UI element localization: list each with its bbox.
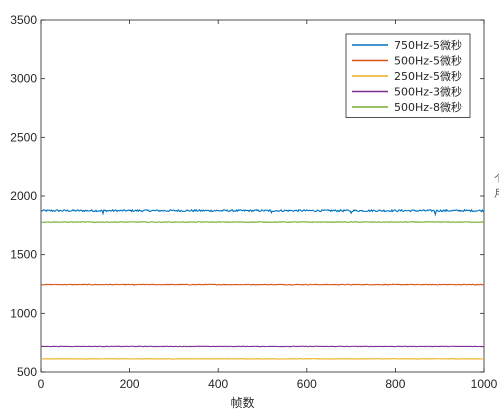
y-tick-label-5: 3000	[10, 72, 37, 86]
x-axis-label: 帧数	[230, 395, 254, 410]
legend-label-2: 250Hz-5微秒	[394, 69, 462, 83]
x-tick-label-2: 400	[208, 377, 228, 391]
legend-label-1: 500Hz-5微秒	[394, 54, 462, 68]
y-tick-label-0: 500	[17, 365, 37, 379]
x-tick-label-5: 1000	[471, 377, 498, 391]
legend-label-4: 500Hz-8微秒	[394, 100, 462, 114]
legend-label-3: 500Hz-3微秒	[394, 85, 462, 99]
y-tick-label-6: 3500	[10, 13, 37, 27]
y-tick-label-2: 1500	[10, 248, 37, 262]
x-tick-label-0: 0	[38, 377, 45, 391]
x-tick-label-3: 600	[297, 377, 317, 391]
legend-label-0: 750Hz-5微秒	[394, 38, 462, 52]
x-tick-label-4: 800	[385, 377, 405, 391]
y-tick-label-4: 2500	[10, 130, 37, 144]
series-line-0	[40, 208, 485, 217]
series-line-1	[40, 283, 485, 286]
x-tick-label-1: 200	[120, 377, 140, 391]
y-tick-label-3: 2000	[10, 189, 37, 203]
y-tick-label-1: 1000	[10, 306, 37, 320]
series-line-4	[40, 221, 485, 224]
y-right-label-fragment: 个 月	[494, 170, 499, 210]
